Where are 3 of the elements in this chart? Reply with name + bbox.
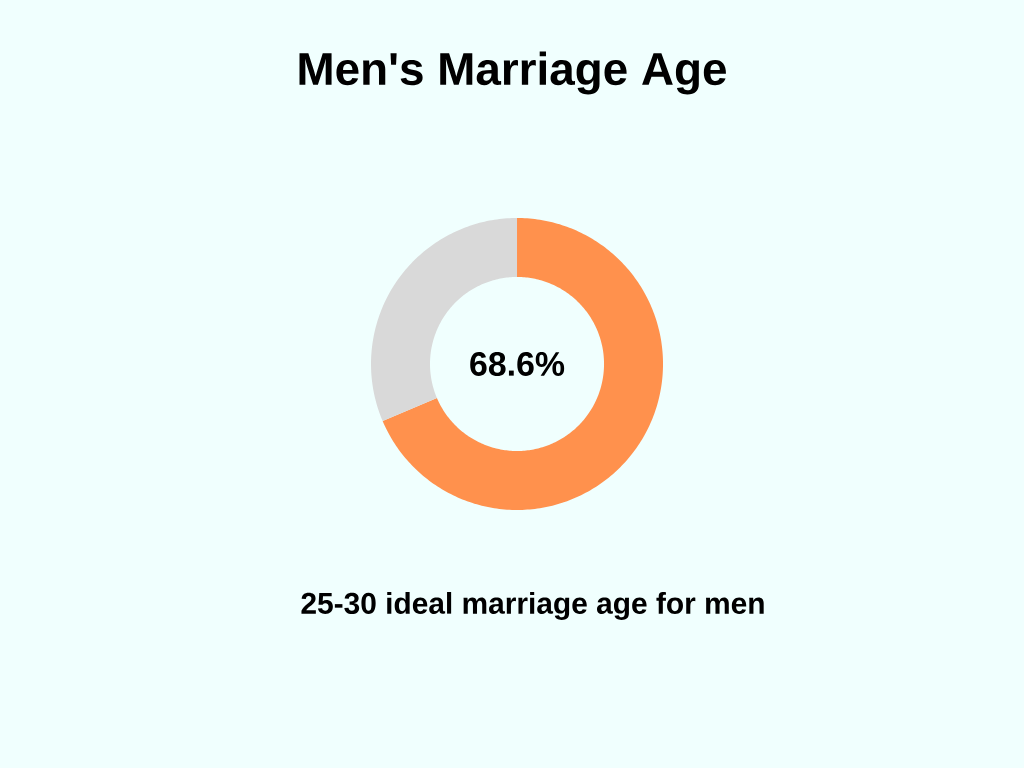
text: 25-30 ideal marriage age for men — [301, 591, 764, 620]
data-label: 68.6% — [470, 351, 565, 376]
chart-title: Men's Marriage Age — [299, 51, 726, 95]
